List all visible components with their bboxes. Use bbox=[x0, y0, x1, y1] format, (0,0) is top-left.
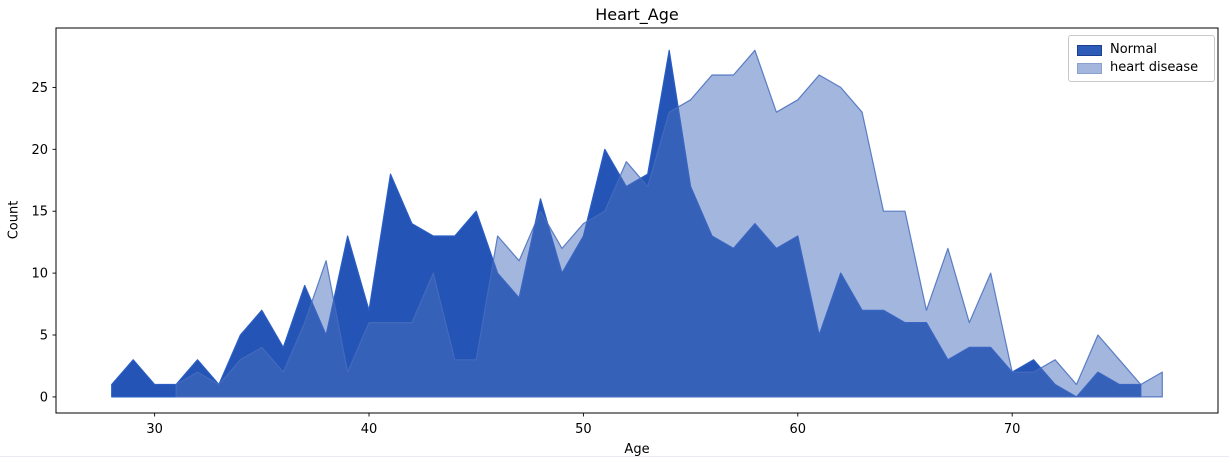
y-tick-label: 0 bbox=[40, 390, 48, 405]
y-tick-label: 5 bbox=[40, 329, 48, 344]
legend-swatch-normal bbox=[1077, 44, 1102, 56]
chart-title: Heart_Age bbox=[595, 5, 679, 24]
y-tick-label: 10 bbox=[31, 267, 48, 282]
x-tick-label: 30 bbox=[146, 422, 163, 437]
legend-label-normal: Normal bbox=[1110, 42, 1158, 57]
x-tick-label: 70 bbox=[1004, 422, 1021, 437]
x-tick-label: 50 bbox=[575, 422, 592, 437]
plot-border bbox=[55, 27, 1219, 414]
legend-label-heart-disease: heart disease bbox=[1110, 60, 1199, 75]
legend-item-heart-disease: heart disease bbox=[1077, 60, 1206, 76]
y-tick-label: 25 bbox=[31, 81, 48, 96]
x-axis-label: Age bbox=[624, 442, 650, 457]
legend-item-normal: Normal bbox=[1077, 42, 1206, 58]
legend: Normal heart disease bbox=[1068, 35, 1215, 82]
y-tick-label: 20 bbox=[31, 143, 48, 158]
x-tick-label: 40 bbox=[361, 422, 378, 437]
figure-bottom-edge bbox=[0, 456, 1229, 457]
legend-swatch-heart-disease bbox=[1077, 62, 1102, 74]
x-tick-label: 60 bbox=[790, 422, 807, 437]
y-tick-label: 15 bbox=[31, 205, 48, 220]
y-axis-label: Count bbox=[6, 200, 22, 240]
heart-disease-series-area bbox=[175, 49, 1163, 398]
